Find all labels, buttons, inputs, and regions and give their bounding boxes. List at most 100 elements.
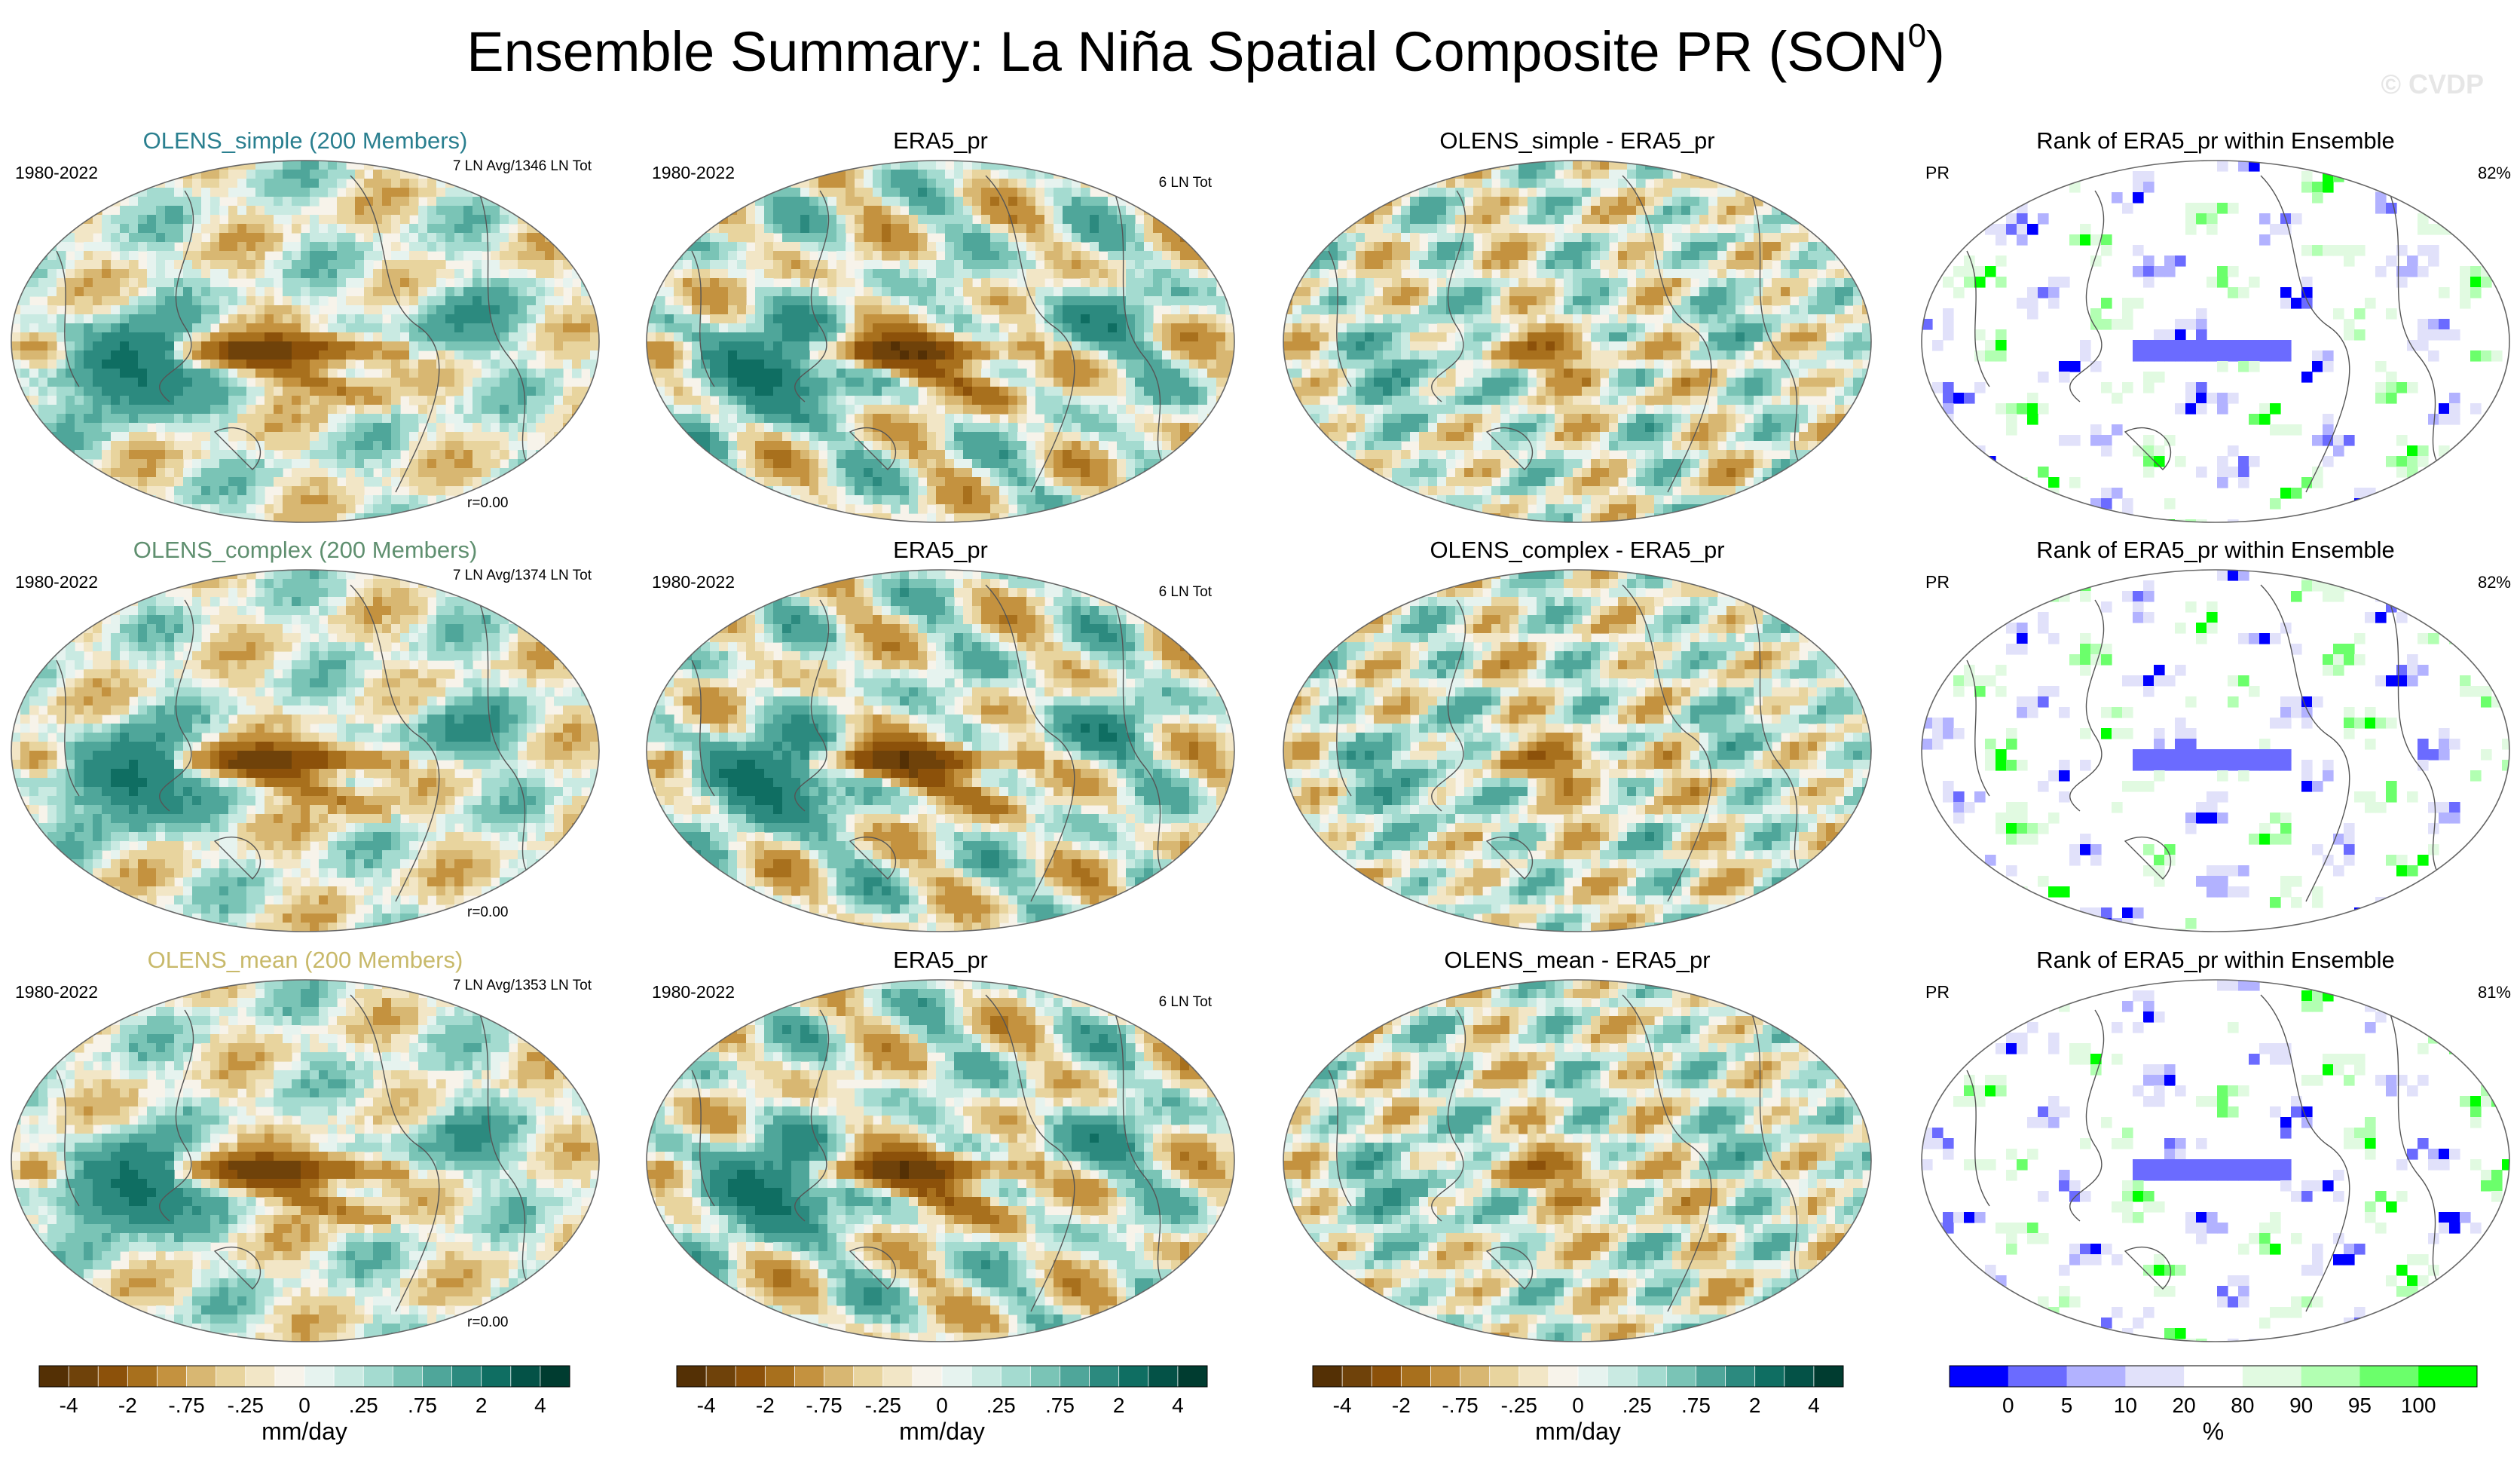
grid-cell [1645,278,1655,288]
grid-cell [1162,360,1172,369]
grid-cell [156,278,166,288]
grid-cell [509,396,518,406]
grid-cell [1347,296,1356,306]
grid-cell [782,287,792,297]
grid-cell [491,468,500,478]
grid-cell [75,441,84,451]
grid-cell [292,269,301,279]
grid-cell [1591,296,1601,306]
grid-cell [111,305,121,315]
grid-cell [1663,269,1673,279]
grid-cell [183,369,193,378]
grid-cell [1636,305,1646,315]
grid-cell [1054,405,1063,415]
grid-cell [355,170,365,179]
grid-cell [800,197,810,207]
grid-cell [84,296,93,306]
grid-cell [1044,332,1054,342]
grid-cell [292,477,301,487]
grid-cell [382,170,392,179]
grid-cell [228,296,238,306]
grid-cell [292,360,301,369]
grid-cell [1419,332,1429,342]
grid-cell [201,269,211,279]
grid-cell [373,350,383,360]
grid-cell [836,296,846,306]
grid-cell [1582,251,1592,261]
grid-cell [963,323,973,333]
grid-cell [755,350,765,360]
grid-cell [954,486,964,496]
grid-cell [1017,233,1027,243]
grid-cell [337,450,347,460]
grid-cell [500,387,509,396]
grid-cell [927,369,937,378]
grid-cell [572,314,582,324]
grid-cell [936,323,946,333]
grid-cell [1320,296,1329,306]
grid-cell [1410,341,1420,351]
grid-cell [147,233,157,243]
grid-cell [1329,287,1338,297]
grid-cell [319,278,329,288]
grid-cell [1708,305,1718,315]
grid-cell [1162,278,1172,288]
grid-cell [936,305,946,315]
grid-cell [1781,287,1791,297]
grid-cell [692,341,702,351]
grid-cell [755,387,765,396]
grid-cell [120,423,130,433]
grid-cell [1135,314,1145,324]
grid-cell [563,350,573,360]
grid-cell [1528,332,1537,342]
grid-cell [1035,405,1045,415]
grid-cell [909,197,919,207]
grid-cell [373,477,383,487]
grid-cell [1180,296,1190,306]
grid-cell [782,360,792,369]
grid-cell [1428,233,1438,243]
grid-cell [1473,332,1483,342]
grid-cell [1198,332,1208,342]
grid-cell [990,305,1000,315]
grid-cell [1500,233,1510,243]
grid-cell [545,242,555,252]
grid-cell [93,260,102,270]
grid-cell [1672,323,1682,333]
grid-cell [999,278,1009,288]
grid-cell [1736,323,1745,333]
grid-cell [174,360,184,369]
grid-cell [400,332,410,342]
grid-cell [791,260,801,270]
grid-cell [436,369,446,378]
grid-cell [319,287,329,297]
grid-cell [93,432,102,442]
grid-cell [1292,296,1302,306]
grid-cell [93,215,102,225]
grid-cell [692,260,702,270]
grid-cell [237,332,247,342]
grid-cell [1329,332,1338,342]
grid-cell [364,378,374,387]
grid-cell [111,423,121,433]
grid-cell [47,387,57,396]
grid-cell [1108,233,1118,243]
grid-cell [292,242,301,252]
grid-cell [1600,242,1610,252]
grid-cell [909,314,919,324]
grid-cell [791,242,801,252]
grid-cell [174,206,184,216]
grid-cell [1663,278,1673,288]
grid-cell [818,260,828,270]
grid-cell [192,251,202,261]
grid-cell [1044,432,1054,442]
grid-cell [1482,233,1492,243]
grid-cell [1672,233,1682,243]
grid-cell [120,269,130,279]
grid-cell [165,450,175,460]
grid-cell [57,378,66,387]
grid-cell [1392,224,1402,234]
grid-cell [1537,242,1546,252]
grid-cell [936,332,946,342]
grid-cell [472,378,482,387]
